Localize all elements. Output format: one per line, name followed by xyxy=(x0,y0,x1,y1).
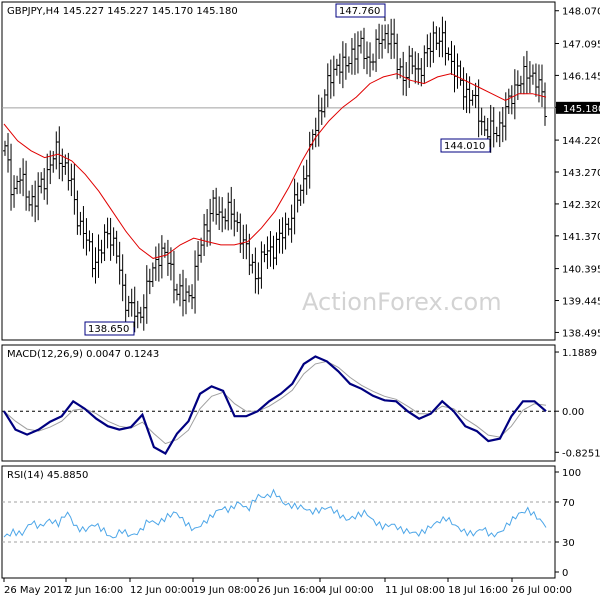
price-annotation-label: 144.010 xyxy=(444,141,485,152)
rsi-header: RSI(14) 45.8850 xyxy=(7,470,88,481)
x-tick-label: 26 Jul 00:00 xyxy=(512,585,572,596)
price-y-tick-label: 140.395 xyxy=(562,265,600,276)
macd-y-tick-label: 0.00 xyxy=(562,407,584,418)
price-y-tick-label: 143.270 xyxy=(562,168,600,179)
price-annotation-box xyxy=(335,3,386,18)
rsi-panel-frame xyxy=(1,465,556,579)
x-tick-label: 2 Jun 16:00 xyxy=(66,585,123,596)
price-y-tick-label: 138.495 xyxy=(562,328,600,339)
x-tick-label: 19 Jun 08:00 xyxy=(193,585,257,596)
x-tick-label: 11 Jul 08:00 xyxy=(385,585,445,596)
x-tick-label: 12 Jun 00:00 xyxy=(130,585,194,596)
rsi-line xyxy=(3,488,547,539)
signal-line xyxy=(3,360,547,445)
price-y-tick-label: 144.220 xyxy=(562,136,600,147)
macd-y-tick-label: 1.1889 xyxy=(562,348,597,359)
price-y-tick-label: 139.445 xyxy=(562,297,600,308)
price-annotation-label: 147.760 xyxy=(339,6,380,17)
price-annotation-box xyxy=(84,321,135,336)
macd-y-tick-label: -0.8251 xyxy=(562,448,600,459)
x-tick-label: 18 Jul 16:00 xyxy=(448,585,508,596)
price-y-tick-label: 147.095 xyxy=(562,39,600,50)
price-panel-frame xyxy=(1,1,556,341)
macd-line xyxy=(3,355,547,455)
rsi-marks xyxy=(2,488,555,543)
macd-panel-frame xyxy=(1,344,556,462)
macd-header: MACD(12,26,9) 0.0047 0.1243 xyxy=(7,349,159,360)
price-annotation-label: 138.650 xyxy=(88,324,129,335)
x-tick-label: 4 Jul 00:00 xyxy=(320,585,374,596)
price-y-tick-label: 141.370 xyxy=(562,232,600,243)
moving-average-line xyxy=(3,73,547,259)
price-y-tick-label: 142.320 xyxy=(562,200,600,211)
price-marks: 147.760 138.650 144.010 xyxy=(2,3,555,336)
axis-labels: 138.495 139.445 140.395 141.370 142.320 143.2… xyxy=(3,7,600,596)
price-y-tick-label: 148.070 xyxy=(562,7,600,18)
price-y-tick-label: 146.145 xyxy=(562,71,600,82)
x-tick-label: 26 May 2017 xyxy=(4,585,69,596)
rsi-y-tick-label: 0 xyxy=(562,568,568,579)
current-price-label: 145.180 xyxy=(563,104,600,115)
rsi-y-tick-label: 100 xyxy=(562,468,581,479)
rsi-y-tick-label: 70 xyxy=(562,498,575,509)
price-header: GBPJPY,H4 145.227 145.227 145.170 145.18… xyxy=(7,6,238,17)
x-tick-label: 26 Jun 16:00 xyxy=(258,585,322,596)
current-price-box xyxy=(556,101,600,114)
watermark: ActionForex.com xyxy=(302,288,502,316)
macd-marks xyxy=(2,355,555,455)
rsi-y-tick-label: 30 xyxy=(562,538,575,549)
